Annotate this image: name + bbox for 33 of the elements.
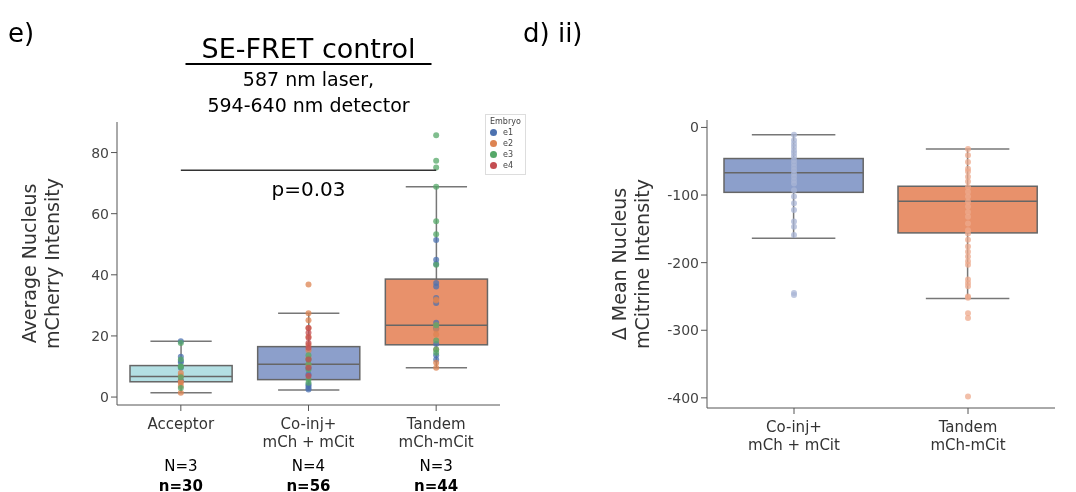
text: n=56 (286, 477, 331, 492)
annotation: p=0.03 (271, 177, 346, 202)
chart-subtitle: 587 nm laser, 594-640 nm detector (207, 68, 410, 116)
y-tick-label: -100 (667, 187, 699, 204)
x-tick-label: Acceptor (147, 415, 215, 433)
y-tick-label: 60 (91, 205, 109, 222)
x-tick-label: Co-inj+ mCh + mCit (748, 418, 841, 454)
text: d) ii) (523, 18, 583, 48)
x-tick-label: Co-inj+ mCh + mCit (262, 415, 355, 451)
y-tick-label: -400 (667, 389, 699, 406)
legend-label: e1 (503, 128, 514, 137)
text: N=4 (291, 457, 326, 475)
legend-title: Embryo (490, 117, 521, 126)
y-tick-label: -300 (667, 322, 699, 339)
x-tick-label: Tandem mCh-mCit (398, 415, 474, 451)
text: n=44 (414, 477, 459, 492)
chart-title: SE-FRET control (201, 33, 416, 64)
legend-label: e4 (503, 161, 514, 170)
y-tick-label: 0 (100, 389, 109, 406)
x-tick-label: Tandem mCh-mCit (930, 418, 1006, 454)
y-tick-label: 0 (690, 119, 699, 136)
legend-label: e3 (503, 150, 514, 159)
y-tick-label: -200 (667, 254, 699, 271)
y-tick-label: 20 (91, 327, 109, 344)
text: N=3 (164, 457, 198, 475)
y-tick-label: 40 (91, 266, 109, 283)
y-axis-title: Average Nucleus mCherry Intensity (18, 178, 63, 349)
text: n=30 (158, 477, 203, 492)
legend-label: e2 (503, 139, 514, 148)
y-tick-label: 80 (91, 144, 109, 161)
text: e) (8, 18, 35, 48)
y-axis-title: Δ Mean Nucleus mCitrine Intensity (608, 178, 653, 350)
text: N=3 (419, 457, 453, 475)
